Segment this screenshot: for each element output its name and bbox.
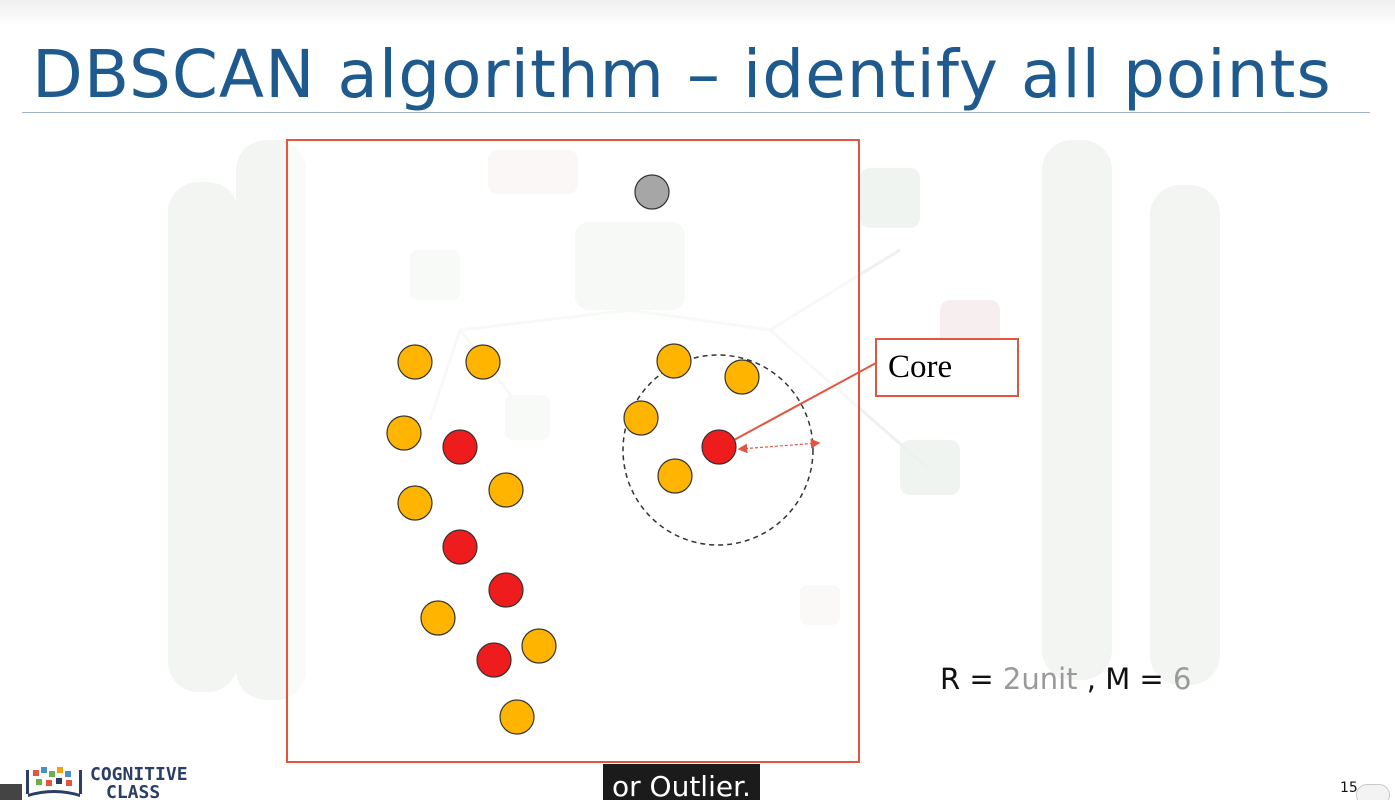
border-point	[398, 345, 432, 379]
param-separator: ,	[1078, 662, 1106, 696]
border-point	[421, 601, 455, 635]
player-edge-control[interactable]	[0, 784, 22, 800]
border-point	[398, 486, 432, 520]
video-caption: or Outlier.	[603, 764, 760, 800]
border-point	[489, 473, 523, 507]
cognitive-class-logo: COGNITIVE CLASS	[24, 764, 204, 800]
player-next-button[interactable]	[1356, 784, 1390, 800]
border-point	[657, 344, 691, 378]
parameters-text: R = 2unit , M = 6	[940, 659, 1191, 699]
radius-value: 2unit	[1003, 662, 1078, 696]
border-point	[500, 700, 534, 734]
border-point	[466, 345, 500, 379]
radius-label: R =	[940, 662, 1003, 696]
radius-arrow	[740, 443, 818, 449]
border-point	[387, 416, 421, 450]
border-point	[658, 459, 692, 493]
border-point	[624, 401, 658, 435]
core-callout-label: Core	[888, 349, 952, 386]
outlier-point	[635, 175, 669, 209]
core-point-highlighted	[702, 430, 736, 464]
core-point	[477, 643, 511, 677]
minpts-value: 6	[1173, 662, 1191, 696]
book-logo-icon	[24, 764, 84, 800]
core-point	[443, 430, 477, 464]
caption-text: or Outlier.	[612, 770, 751, 800]
logo-text-line2: CLASS	[106, 784, 160, 800]
border-point	[522, 629, 556, 663]
core-callout: Core	[875, 338, 1019, 397]
border-point	[725, 360, 759, 394]
core-point	[489, 573, 523, 607]
minpts-label: M =	[1105, 662, 1173, 696]
core-point	[443, 530, 477, 564]
